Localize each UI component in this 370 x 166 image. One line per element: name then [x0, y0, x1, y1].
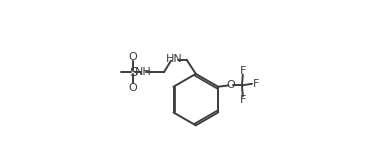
Text: O: O: [226, 80, 235, 90]
Text: HN: HN: [166, 54, 183, 64]
Text: F: F: [240, 66, 246, 76]
Text: F: F: [253, 79, 259, 89]
Text: O: O: [128, 52, 137, 62]
Text: S: S: [129, 66, 137, 79]
Text: F: F: [240, 95, 246, 105]
Text: NH: NH: [135, 67, 152, 77]
Text: O: O: [128, 83, 137, 93]
